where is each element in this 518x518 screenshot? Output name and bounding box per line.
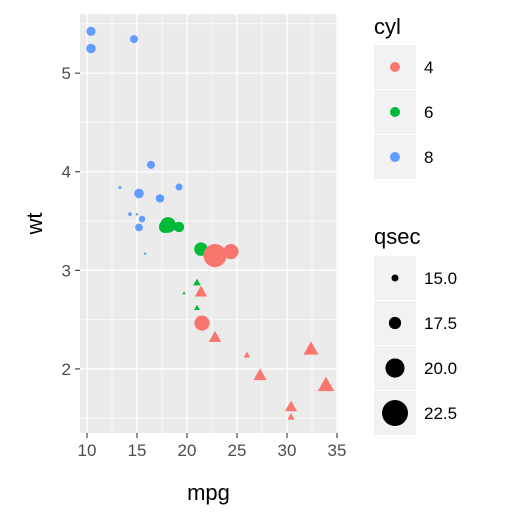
x-tick-label: 35: [328, 441, 347, 460]
y-tick-label: 5: [62, 64, 71, 83]
legend-key-qsec: [391, 274, 399, 282]
data-point: [287, 413, 295, 420]
data-point: [129, 35, 139, 44]
data-points: [86, 26, 335, 420]
data-point: [147, 160, 155, 169]
legend-label-cyl: 6: [424, 103, 433, 122]
legend-label-qsec: 22.5: [424, 404, 457, 423]
y-axis-ticks: 2 3 4 5: [62, 64, 80, 379]
legend-key-6: [390, 107, 400, 117]
data-point: [194, 304, 200, 310]
legend-key-qsec: [382, 400, 408, 426]
data-point: [253, 368, 267, 381]
data-point: [118, 186, 122, 190]
data-point: [203, 243, 227, 268]
y-axis-title: wt: [22, 213, 47, 236]
data-point: [303, 341, 319, 355]
data-point: [135, 212, 139, 216]
y-tick-label: 3: [62, 261, 71, 280]
data-point: [193, 278, 201, 286]
data-point: [223, 244, 239, 260]
x-tick-label: 30: [278, 441, 297, 460]
x-tick-label: 15: [128, 441, 147, 460]
legend-qsec: 15.0 17.5 20.0 22.5: [374, 256, 457, 435]
legend-label-qsec: 20.0: [424, 359, 457, 378]
data-point: [86, 26, 96, 36]
legend-key-8: [390, 152, 400, 162]
data-point: [243, 351, 251, 358]
data-point: [143, 251, 147, 255]
x-tick-label: 20: [178, 441, 197, 460]
legend-cyl-title: cyl: [374, 14, 401, 39]
legend-label-qsec: 17.5: [424, 314, 457, 333]
grid-major: [80, 14, 338, 433]
legend-key-4: [390, 62, 400, 72]
legend-qsec-title: qsec: [374, 224, 420, 249]
legend-key-qsec: [388, 316, 402, 330]
data-point: [194, 315, 210, 331]
data-point: [138, 215, 146, 223]
y-tick-label: 2: [62, 360, 71, 379]
data-point: [134, 188, 144, 199]
legend-key-qsec: [385, 358, 405, 378]
data-point: [158, 220, 172, 234]
data-point: [135, 223, 143, 232]
data-point: [128, 212, 132, 216]
legend-label-qsec: 15.0: [424, 269, 457, 288]
data-point: [173, 221, 185, 233]
data-point: [175, 183, 183, 191]
y-tick-label: 4: [62, 163, 71, 182]
data-point: [155, 194, 165, 203]
x-axis-title: mpg: [187, 480, 230, 505]
grid-minor: [80, 14, 337, 433]
data-point: [208, 330, 222, 342]
data-point: [86, 43, 96, 54]
x-tick-label: 25: [228, 441, 247, 460]
legend-label-cyl: 4: [424, 58, 433, 77]
data-point: [284, 400, 298, 412]
x-axis-ticks: 10 15 20 25 30 35: [78, 433, 347, 460]
legends: cyl 4 6 8 qsec 15.0 17.5 20.0 22.5: [374, 14, 457, 435]
data-point: [317, 376, 335, 392]
plot-panel: [80, 14, 337, 433]
data-point: [182, 291, 186, 295]
x-tick-label: 10: [78, 441, 97, 460]
legend-cyl: 4 6 8: [374, 45, 433, 179]
legend-label-cyl: 8: [424, 148, 433, 167]
data-point: [194, 285, 208, 297]
